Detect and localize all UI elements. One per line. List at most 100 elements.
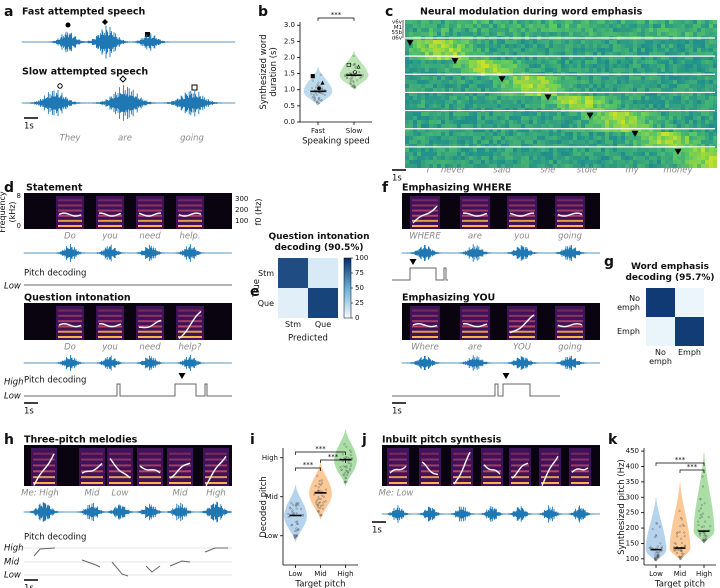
heatmap-cell (633, 56, 637, 60)
heatmap-cell (533, 100, 537, 104)
violin-point (699, 498, 702, 501)
heatmap-cell (589, 84, 593, 88)
heatmap-cell (549, 104, 553, 108)
heatmap-cell (585, 124, 589, 128)
heatmap-cell (481, 64, 485, 68)
heatmap-cell (681, 92, 685, 96)
heatmap-cell (621, 160, 625, 164)
heatmap-cell (657, 96, 661, 100)
word-label: help? (179, 343, 202, 353)
heatmap-cell (649, 132, 653, 136)
heatmap-cell (425, 48, 429, 52)
heatmap-cell (585, 120, 589, 124)
heatmap-cell (477, 152, 481, 156)
heatmap-cell (685, 100, 689, 104)
spectrogram-harmonic (81, 464, 103, 467)
heatmap-cell (545, 84, 549, 88)
heatmap-cell (545, 156, 549, 160)
heatmap-cell (553, 20, 557, 24)
heatmap-cell (405, 124, 409, 128)
heatmap-cell (533, 80, 537, 84)
heatmap-cell (641, 140, 645, 144)
heatmap-cell (709, 164, 713, 168)
heatmap-cell (485, 64, 489, 68)
level-label: High (4, 544, 24, 554)
violin-point (359, 77, 362, 80)
heatmap-cell (501, 136, 505, 140)
f0-contour (462, 212, 488, 217)
heatmap-cell (553, 100, 557, 104)
heatmap-cell (541, 100, 545, 104)
heatmap-cell (441, 120, 445, 124)
heatmap-cell (509, 32, 513, 36)
heatmap-cell (601, 152, 605, 156)
heatmap-cell (661, 120, 665, 124)
heatmap-cell (453, 80, 457, 84)
pitch-trace (81, 559, 101, 568)
heatmap-cell (465, 112, 469, 116)
heatmap-cell (461, 24, 465, 28)
heatmap-cell (465, 156, 469, 160)
heatmap-cell (665, 44, 669, 48)
heatmap-cell (473, 124, 477, 128)
heatmap-cell (405, 116, 409, 120)
heatmap-cell (641, 116, 645, 120)
colorbar-segment (344, 288, 351, 291)
heatmap-cell (637, 120, 641, 124)
heatmap-cell (541, 76, 545, 80)
heatmap-cell (457, 88, 461, 92)
word-label: you (101, 232, 118, 242)
heatmap-cell (613, 128, 617, 132)
heatmap-cell (429, 68, 433, 72)
heatmap-cell (449, 68, 453, 72)
heatmap-cell (525, 52, 529, 56)
heatmap-cell (669, 44, 673, 48)
violin-point (352, 63, 355, 66)
heatmap-cell (561, 128, 565, 132)
heatmap-cell (541, 44, 545, 48)
heatmap-cell (677, 160, 681, 164)
f0-contour (138, 212, 161, 217)
heatmap-cell (689, 84, 693, 88)
heatmap-cell (409, 96, 413, 100)
colorbar-segment (344, 284, 351, 287)
violin (309, 462, 332, 519)
heatmap-cell (465, 44, 469, 48)
heatmap-cell (433, 52, 437, 56)
heatmap-cell (617, 100, 621, 104)
heatmap-cell (529, 152, 533, 156)
heatmap-cell (549, 140, 553, 144)
heatmap-cell (585, 28, 589, 32)
heatmap-cell (585, 64, 589, 68)
heatmap-cell (493, 56, 497, 60)
heatmap-cell (713, 84, 717, 88)
heatmap-cell (621, 132, 625, 136)
heatmap-cell (405, 52, 409, 56)
heatmap-cell (473, 76, 477, 80)
heatmap-cell (413, 148, 417, 152)
heatmap-cell (637, 60, 641, 64)
heatmap-cell (457, 32, 461, 36)
x-axis-label: Target pitch (654, 580, 705, 588)
heatmap-cell (457, 92, 461, 96)
heatmap-cell (613, 164, 617, 168)
heatmap-cell (425, 88, 429, 92)
violin-point (321, 87, 324, 90)
heatmap-cell (625, 28, 629, 32)
heatmap-cell (573, 84, 577, 88)
heatmap-cell (701, 104, 705, 108)
heatmap-cell (705, 88, 709, 92)
heatmap-cell (705, 20, 709, 24)
violin-point (314, 99, 317, 102)
violin-point (351, 75, 354, 78)
heatmap-cell (689, 104, 693, 108)
word-label: money (663, 166, 693, 176)
heatmap-cell (525, 60, 529, 64)
heatmap-cell (657, 124, 661, 128)
heatmap-cell (629, 112, 633, 116)
heatmap-cell (649, 112, 653, 116)
heatmap-cell (489, 56, 493, 60)
heatmap-cell (505, 28, 509, 32)
heatmap-cell (597, 156, 601, 160)
